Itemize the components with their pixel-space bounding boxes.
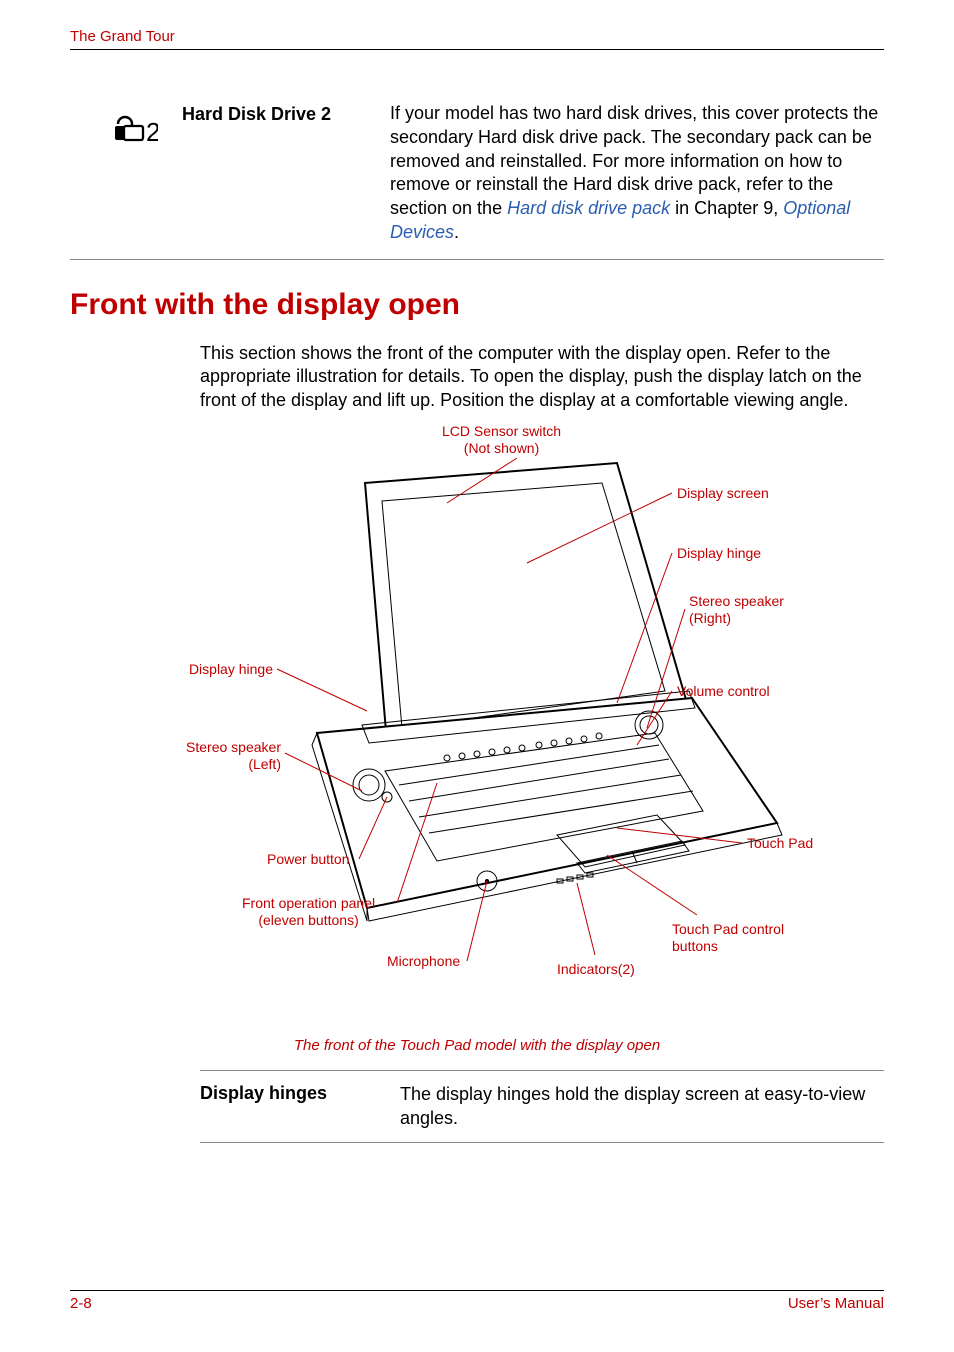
callout-lcd-sensor: LCD Sensor switch(Not shown): [442, 423, 561, 457]
callout-display-hinge-l: Display hinge: [182, 661, 273, 678]
running-header: The Grand Tour: [70, 28, 884, 50]
definition-table: Display hinges The display hinges hold t…: [200, 1070, 884, 1144]
lock-icon: 2: [110, 110, 158, 150]
callout-indicators: Indicators(2): [557, 961, 635, 978]
link-hdd-pack[interactable]: Hard disk drive pack: [507, 198, 670, 218]
page-number: 2-8: [70, 1295, 92, 1312]
diagram-caption: The front of the Touch Pad model with th…: [70, 1037, 884, 1054]
lock-icon-col: 2: [104, 102, 164, 150]
lock-number: 2: [146, 117, 158, 147]
callout-stereo-left: Stereo speaker(Left): [182, 739, 281, 773]
callout-stereo-right: Stereo speaker(Right): [689, 593, 784, 627]
hdd2-desc-post: .: [454, 222, 459, 242]
page-footer: 2-8 User’s Manual: [70, 1290, 884, 1312]
callout-front-panel: Front operation panel(eleven buttons): [242, 895, 375, 929]
callout-display-screen: Display screen: [677, 485, 769, 502]
hdd2-row: 2 Hard Disk Drive 2 If your model has tw…: [70, 102, 884, 260]
definition-row: Display hinges The display hinges hold t…: [200, 1071, 884, 1143]
callout-microphone: Microphone: [387, 953, 460, 970]
hdd2-description: If your model has two hard disk drives, …: [390, 102, 884, 245]
definition-term: Display hinges: [200, 1083, 400, 1131]
hdd2-desc-mid: in Chapter 9,: [670, 198, 783, 218]
callout-display-hinge-r: Display hinge: [677, 545, 761, 562]
callout-volume: Volume control: [677, 683, 770, 700]
manual-label: User’s Manual: [788, 1295, 884, 1312]
laptop-diagram: LCD Sensor switch(Not shown) Display scre…: [137, 423, 817, 1033]
callout-power: Power button: [267, 851, 350, 868]
callout-touchpad-ctrl: Touch Pad controlbuttons: [672, 921, 784, 955]
callout-touchpad: Touch Pad: [747, 835, 813, 852]
section-heading: Front with the display open: [70, 288, 884, 322]
definition-desc: The display hinges hold the display scre…: [400, 1083, 884, 1131]
hdd2-label: Hard Disk Drive 2: [182, 102, 372, 125]
section-paragraph: This section shows the front of the comp…: [200, 342, 884, 413]
